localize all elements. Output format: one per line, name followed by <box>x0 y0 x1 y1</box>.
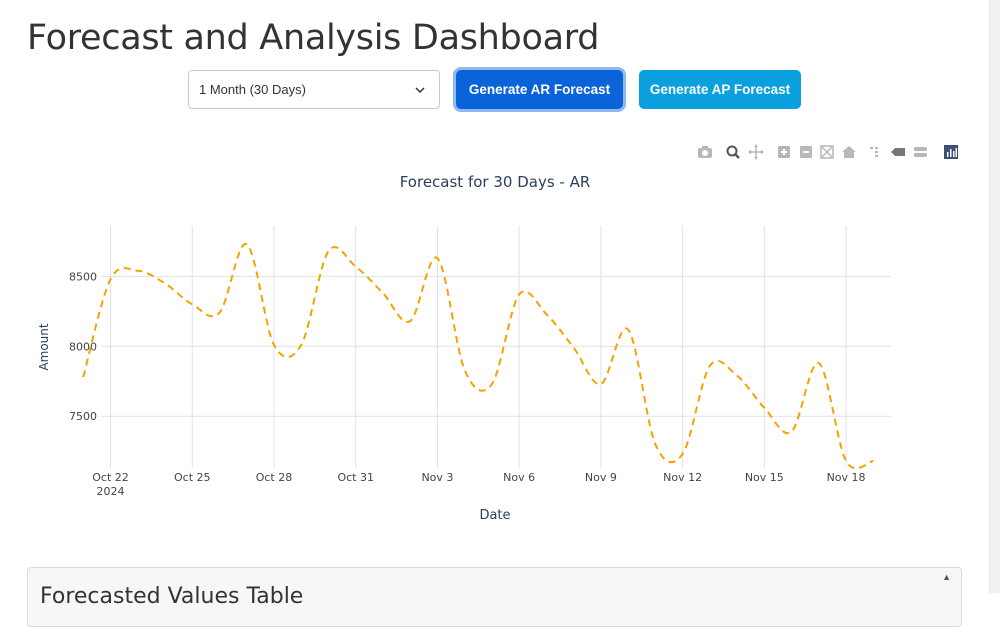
period-select-value: 1 Month (30 Days) <box>199 82 306 97</box>
data-point <box>190 302 194 306</box>
data-point <box>871 459 875 463</box>
data-point <box>626 328 630 332</box>
x-tick-label: Oct 31 <box>337 471 374 484</box>
data-point <box>708 364 712 368</box>
forecast-chart[interactable]: Forecast for 30 Days - AR Oct 22 2024 Oct 2… <box>0 160 1000 530</box>
generate-ar-forecast-button[interactable]: Generate AR Forecast <box>456 70 623 109</box>
forecast-series-line <box>82 243 874 470</box>
chevron-down-icon <box>415 87 425 94</box>
forecast-table-card: Forecasted Values Table ▲ <box>27 567 962 627</box>
data-point <box>218 311 222 315</box>
data-point <box>735 374 739 378</box>
data-point <box>599 382 603 386</box>
y-axis-title: Amount <box>37 323 51 370</box>
page-title: Forecast and Analysis Dashboard <box>27 18 600 58</box>
generate-ap-forecast-button[interactable]: Generate AP Forecast <box>639 70 801 109</box>
data-point <box>517 293 521 297</box>
camera-icon[interactable] <box>697 142 713 162</box>
data-point <box>490 382 494 386</box>
data-point <box>408 319 412 323</box>
scroll-up-icon[interactable]: ▲ <box>942 572 951 582</box>
data-point <box>381 291 385 295</box>
page-scrollbar[interactable] <box>989 0 1000 593</box>
hover-compare-icon[interactable] <box>912 142 928 162</box>
x-tick-label: Nov 9 <box>585 471 617 484</box>
zoom-out-icon[interactable] <box>798 142 814 162</box>
data-point <box>572 346 576 350</box>
data-point <box>163 281 167 285</box>
data-point <box>762 406 766 410</box>
x-tick-label: Nov 3 <box>421 471 453 484</box>
data-point <box>326 249 330 253</box>
table-card-title: Forecasted Values Table <box>40 584 304 609</box>
x-tick-label: Nov 12 <box>663 471 702 484</box>
reset-axes-icon[interactable] <box>841 142 857 162</box>
x-tick-year-label: 2024 <box>97 485 125 498</box>
x-tick-label: Nov 15 <box>745 471 784 484</box>
forecast-period-select[interactable]: 1 Month (30 Days) <box>188 70 440 109</box>
data-point <box>354 265 358 269</box>
data-point <box>817 361 821 365</box>
data-point <box>299 343 303 347</box>
zoom-in-icon[interactable] <box>776 142 792 162</box>
chart-title: Forecast for 30 Days - AR <box>400 173 591 191</box>
y-tick-label: 8500 <box>69 270 97 283</box>
data-point <box>544 312 548 316</box>
data-point <box>245 242 249 246</box>
data-point <box>653 442 657 446</box>
data-point <box>681 452 685 456</box>
x-tick-label: Nov 6 <box>503 471 535 484</box>
x-tick-label: Oct 28 <box>256 471 293 484</box>
data-point <box>844 459 848 463</box>
hover-closest-icon[interactable] <box>890 142 906 162</box>
chart-modebar <box>695 142 963 162</box>
data-point <box>435 256 439 260</box>
pan-icon[interactable] <box>748 142 764 162</box>
plotly-logo-icon[interactable] <box>943 142 959 162</box>
data-point <box>463 368 467 372</box>
spike-lines-icon[interactable] <box>868 142 882 162</box>
data-point <box>136 269 140 273</box>
x-tick-label: Oct 22 <box>92 471 129 484</box>
data-point <box>109 277 113 281</box>
y-tick-label: 7500 <box>69 410 97 423</box>
x-tick-label: Nov 18 <box>827 471 866 484</box>
x-axis-title: Date <box>479 508 510 523</box>
x-tick-label: Oct 25 <box>174 471 211 484</box>
data-point <box>272 343 276 347</box>
data-point <box>81 375 85 379</box>
data-point <box>790 430 794 434</box>
autoscale-icon[interactable] <box>819 142 835 162</box>
zoom-icon[interactable] <box>725 142 741 162</box>
